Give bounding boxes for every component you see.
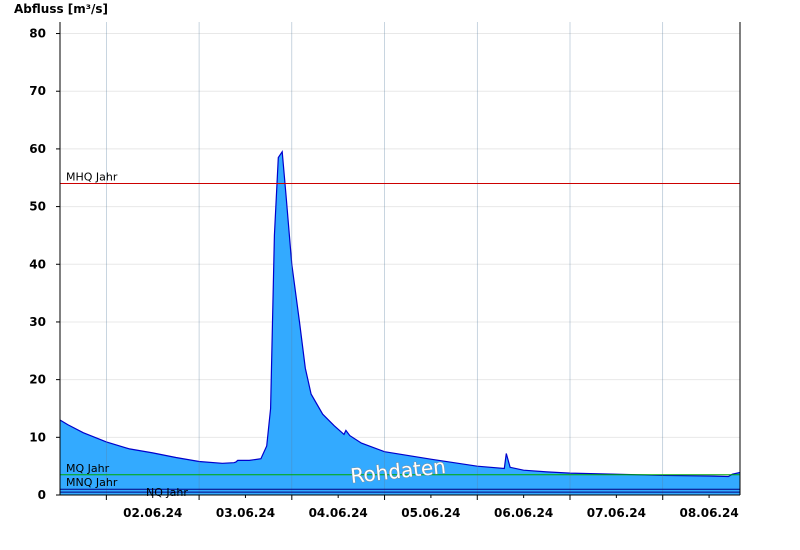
day-gridlines [106, 22, 664, 495]
grid [60, 33, 740, 438]
y-tick-label-0: 0 [38, 488, 46, 502]
x-tick-label-0: 02.06.24 [123, 506, 182, 520]
y-tick-label-20: 20 [29, 373, 46, 387]
series-area-0 [60, 151, 740, 496]
x-tick-label-1: 03.06.24 [216, 506, 275, 520]
y-tick-label-40: 40 [29, 257, 46, 271]
ref-label-3: NQ Jahr [146, 486, 188, 499]
x-tick-label-2: 04.06.24 [309, 506, 368, 520]
y-axis-label: Abfluss [m³/s] [14, 2, 108, 16]
y-tick-label-70: 70 [29, 84, 46, 98]
x-tick-label-6: 08.06.24 [679, 506, 738, 520]
y-ticks: 0 10 20 30 40 50 60 70 80 [29, 27, 60, 502]
y-tick-label-80: 80 [29, 27, 46, 41]
y-tick-label-50: 50 [29, 200, 46, 214]
y-tick-label-30: 30 [29, 315, 46, 329]
discharge-area [59, 150, 741, 496]
x-ticks: 02.06.24 03.06.24 04.06.24 05.06.24 06.06.24… [105, 495, 739, 520]
x-tick-label-3: 05.06.24 [401, 506, 460, 520]
x-tick-label-4: 06.06.24 [494, 506, 553, 520]
ref-label-2: MNQ Jahr [66, 476, 118, 489]
x-tick-label-5: 07.06.24 [587, 506, 646, 520]
y-tick-label-60: 60 [29, 142, 46, 156]
y-tick-label-10: 10 [29, 430, 46, 444]
ref-label-0: MHQ Jahr [66, 171, 118, 184]
series-line-0 [59, 150, 741, 478]
ref-label-1: MQ Jahr [66, 462, 110, 475]
axes [59, 22, 741, 496]
